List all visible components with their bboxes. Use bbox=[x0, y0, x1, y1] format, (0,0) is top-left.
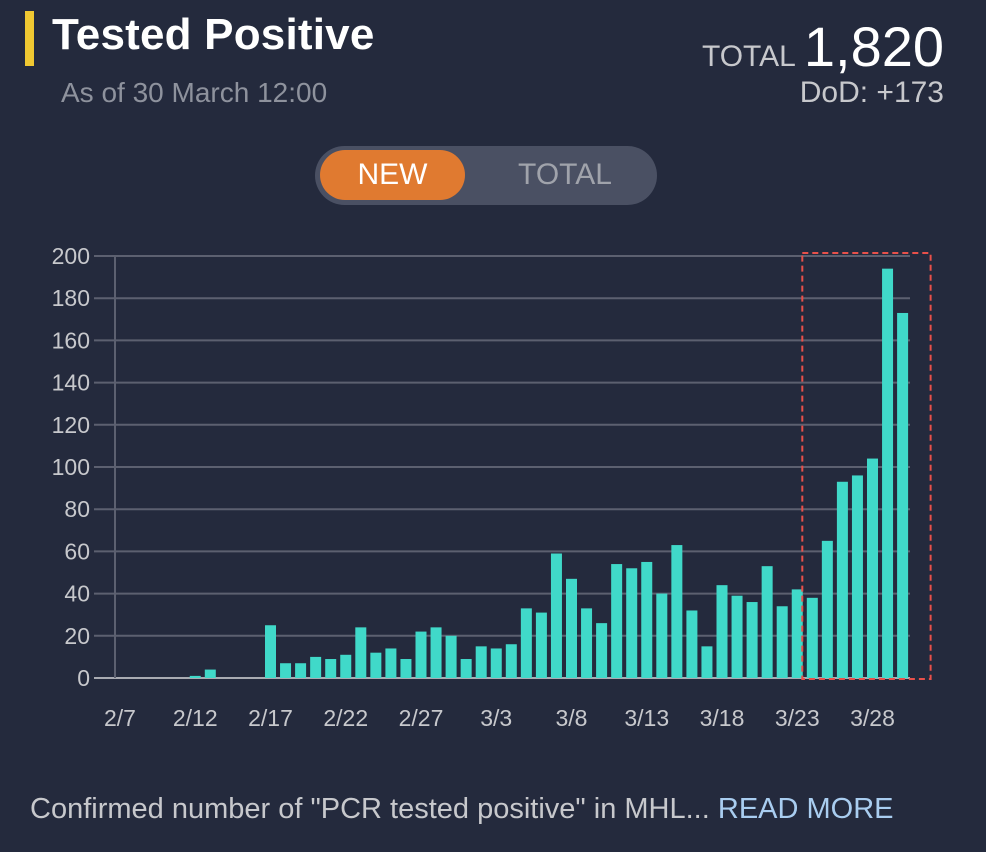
x-tick-label: 2/7 bbox=[104, 705, 136, 731]
bar bbox=[325, 659, 337, 678]
y-tick-label: 180 bbox=[52, 285, 90, 311]
x-tick-label: 2/22 bbox=[323, 705, 368, 731]
highlight-box-group bbox=[801, 252, 932, 680]
bar bbox=[505, 644, 517, 678]
bar bbox=[851, 475, 863, 678]
bar bbox=[520, 608, 532, 678]
x-axis: 2/7 2/12 2/17 2/22 2/27 3/3 3/8 3/13 3/18 3/23 3/2… bbox=[104, 705, 895, 731]
x-tick-label: 3/13 bbox=[624, 705, 669, 731]
bar bbox=[295, 663, 307, 678]
day-over-day-change: DoD: +173 bbox=[799, 76, 944, 109]
x-tick-label: 3/3 bbox=[480, 705, 512, 731]
bar bbox=[882, 268, 894, 678]
bar bbox=[791, 589, 803, 678]
bar bbox=[280, 663, 292, 678]
total-label: TOTAL bbox=[701, 40, 796, 73]
bar bbox=[731, 595, 743, 678]
bar bbox=[671, 545, 683, 678]
bar bbox=[701, 646, 713, 678]
bar bbox=[596, 623, 608, 678]
bar bbox=[821, 540, 833, 678]
bar bbox=[189, 675, 201, 678]
bar bbox=[535, 612, 547, 678]
bar bbox=[550, 553, 562, 678]
bar bbox=[355, 627, 367, 678]
card-title: Tested Positive bbox=[52, 10, 375, 59]
bar bbox=[776, 606, 788, 678]
bar bbox=[626, 568, 638, 678]
x-tick-label: 2/17 bbox=[248, 705, 293, 731]
bar bbox=[656, 593, 668, 678]
bar bbox=[806, 597, 818, 678]
bar bbox=[716, 585, 728, 678]
bar bbox=[581, 608, 593, 678]
toggle-total-button[interactable]: TOTAL bbox=[518, 158, 612, 191]
x-tick-label: 3/8 bbox=[556, 705, 588, 731]
y-tick-label: 120 bbox=[52, 412, 90, 438]
bar bbox=[686, 610, 698, 678]
footer-description: Confirmed number of "PCR tested positive… bbox=[30, 793, 894, 826]
bar bbox=[415, 631, 427, 678]
toggle-new-button[interactable]: NEW bbox=[320, 150, 465, 200]
bar bbox=[400, 659, 412, 678]
x-tick-label: 3/18 bbox=[700, 705, 745, 731]
bars bbox=[189, 268, 909, 678]
y-tick-label: 100 bbox=[52, 454, 90, 480]
bar bbox=[746, 602, 758, 678]
bar bbox=[490, 648, 502, 678]
x-tick-label: 3/23 bbox=[775, 705, 820, 731]
y-tick-label: 160 bbox=[52, 327, 90, 353]
bar bbox=[430, 627, 442, 678]
bar bbox=[611, 564, 623, 678]
bar bbox=[265, 625, 276, 678]
y-tick-label: 40 bbox=[64, 581, 90, 607]
bar bbox=[460, 659, 472, 678]
y-tick-label: 80 bbox=[64, 496, 90, 522]
bar bbox=[475, 646, 487, 678]
bar bbox=[836, 481, 848, 678]
bar bbox=[867, 458, 878, 678]
y-tick-label: 140 bbox=[52, 370, 90, 396]
x-tick-label: 3/28 bbox=[850, 705, 895, 731]
bar bbox=[310, 656, 322, 678]
view-toggle: NEW TOTAL bbox=[315, 146, 657, 205]
x-tick-label: 2/27 bbox=[399, 705, 444, 731]
title-accent-bar bbox=[25, 11, 34, 66]
bar bbox=[641, 561, 653, 678]
total-value: 1,820 bbox=[803, 15, 944, 78]
y-tick-label: 60 bbox=[64, 538, 90, 564]
bar bbox=[761, 566, 773, 678]
y-tick-label: 20 bbox=[64, 623, 90, 649]
bar bbox=[897, 312, 909, 678]
bar bbox=[566, 578, 577, 678]
x-tick-label: 2/12 bbox=[173, 705, 218, 731]
read-more-link[interactable]: READ MORE bbox=[717, 793, 894, 825]
bar bbox=[340, 654, 352, 678]
bar bbox=[445, 635, 457, 678]
bar bbox=[370, 652, 382, 678]
y-axis: 0 20 40 60 80 100 120 140 160 180 200 bbox=[52, 243, 116, 691]
y-tick-label: 0 bbox=[77, 665, 90, 691]
total-summary: TOTAL 1,820 bbox=[702, 14, 944, 79]
as-of-timestamp: As of 30 March 12:00 bbox=[61, 77, 328, 108]
bar bbox=[385, 648, 397, 678]
bar bbox=[204, 669, 216, 678]
highlight-box bbox=[801, 252, 932, 680]
y-tick-label: 200 bbox=[52, 243, 90, 269]
grid-lines bbox=[94, 255, 910, 679]
footer-text: Confirmed number of "PCR tested positive… bbox=[30, 793, 710, 825]
